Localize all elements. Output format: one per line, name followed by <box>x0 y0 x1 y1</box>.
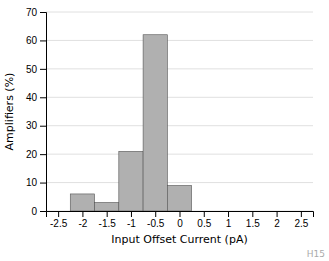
watermark: H15 <box>307 249 325 259</box>
y-tick-label: 50 <box>26 64 38 75</box>
x-tick-mark <box>82 211 83 217</box>
bar <box>143 35 167 211</box>
x-tick-mark <box>155 211 156 217</box>
x-tick-label: -1.5 <box>99 218 117 229</box>
x-tick-label: -2 <box>78 218 87 229</box>
chart: -2.5 -2 -1.5 -1 -0.5 0 0.5 1 1.5 2 2.5 0 10 20 30 40 50 6… <box>0 0 329 261</box>
plot: -2.5 -2 -1.5 -1 -0.5 0 0.5 1 1.5 2 2.5 0 10 20 30 40 50 6… <box>26 7 314 229</box>
y-tick-mark <box>40 12 46 13</box>
y-tick-mark <box>40 211 46 212</box>
y-tick: 20 <box>26 149 46 160</box>
y-tick-label: 60 <box>26 35 38 46</box>
y-tick-mark <box>40 40 46 41</box>
y-tick: 10 <box>26 177 46 188</box>
bar <box>192 211 216 212</box>
y-tick: 60 <box>26 35 46 46</box>
x-tick-label: 1.5 <box>246 218 260 229</box>
y-tick-label: 40 <box>26 92 38 103</box>
y-tick-mark <box>40 69 46 70</box>
x-tick-mark <box>252 211 253 217</box>
y-tick-label: 20 <box>26 149 38 160</box>
x-tick-mark <box>107 211 108 217</box>
x-axis-title: Input Offset Current (pA) <box>111 233 247 246</box>
bar <box>167 185 191 211</box>
y-tick-label: 0 <box>31 206 37 217</box>
y-tick: 0 <box>31 206 46 217</box>
y-tick: 70 <box>26 7 46 18</box>
y-tick-mark <box>40 183 46 184</box>
x-tick-mark <box>180 211 181 217</box>
grid-line <box>46 97 313 98</box>
y-axis: 0 10 20 30 40 50 60 70 <box>26 7 47 217</box>
x-tick: 2 <box>274 211 280 229</box>
x-tick: -0.5 <box>147 211 165 229</box>
x-tick-mark <box>204 211 205 217</box>
x-tick-label: -0.5 <box>147 218 165 229</box>
grid-line <box>46 12 313 13</box>
x-tick-mark <box>301 211 302 217</box>
x-tick-mark <box>228 211 229 217</box>
y-tick-mark <box>40 126 46 127</box>
y-tick: 30 <box>26 120 46 131</box>
y-tick-label: 30 <box>26 120 38 131</box>
x-tick-label: 0 <box>177 218 183 229</box>
y-tick-mark <box>40 97 46 98</box>
x-tick-mark <box>131 211 132 217</box>
x-tick-label: 0.5 <box>197 218 211 229</box>
bar <box>119 151 143 211</box>
x-tick-label: 1 <box>226 218 232 229</box>
y-axis-line <box>40 13 47 212</box>
y-axis-title: Amplifiers (%) <box>3 73 16 151</box>
x-tick-label: 2 <box>274 218 280 229</box>
grid-line <box>46 125 313 126</box>
bar <box>95 202 119 211</box>
x-axis-line <box>47 212 314 218</box>
y-tick-label: 70 <box>26 7 38 18</box>
x-tick-label: 2.5 <box>294 218 308 229</box>
x-tick-label: -1 <box>127 218 136 229</box>
y-tick: 50 <box>26 64 46 75</box>
x-tick-label: -2.5 <box>50 218 68 229</box>
x-tick-mark <box>58 211 59 217</box>
y-tick: 40 <box>26 92 46 103</box>
grid-line <box>46 68 313 69</box>
x-tick: -2.5 <box>50 211 68 229</box>
x-tick: 0 <box>177 211 183 229</box>
grid-line <box>46 182 313 183</box>
x-tick-mark <box>277 211 278 217</box>
x-tick: -1 <box>127 211 136 229</box>
x-tick: -2 <box>78 211 87 229</box>
grid <box>46 12 313 211</box>
grid-line <box>46 40 313 41</box>
bar <box>70 194 94 211</box>
x-tick: 1 <box>226 211 232 229</box>
y-tick-mark <box>40 154 46 155</box>
y-tick-label: 10 <box>26 177 38 188</box>
x-axis: -2.5 -2 -1.5 -1 -0.5 0 0.5 1 1.5 2 2.5 <box>47 211 314 229</box>
bars <box>70 35 191 211</box>
x-tick: 0.5 <box>197 211 211 229</box>
grid-line <box>46 154 313 155</box>
x-tick: 1.5 <box>246 211 260 229</box>
x-tick: 2.5 <box>294 211 308 229</box>
x-tick: -1.5 <box>99 211 117 229</box>
